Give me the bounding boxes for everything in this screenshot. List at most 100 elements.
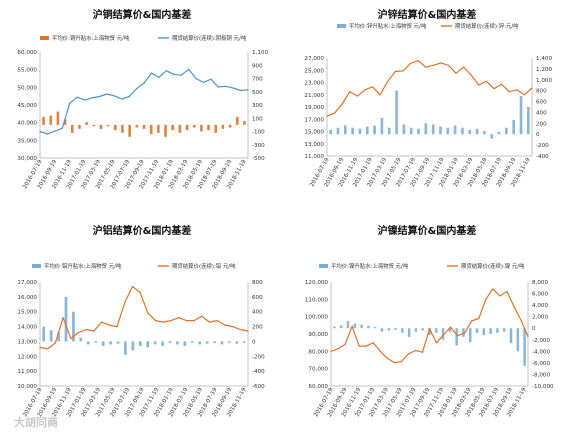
price-point <box>358 345 360 347</box>
price-point <box>162 321 164 323</box>
price-point <box>216 320 218 322</box>
y-right-tick-label: 8,000 <box>532 280 548 286</box>
basis-bar <box>79 337 83 342</box>
basis-bar <box>185 124 189 131</box>
price-point <box>516 89 518 91</box>
basis-bar <box>490 134 494 139</box>
y-right-tick-label: 200 <box>536 121 547 127</box>
basis-bar <box>453 125 457 135</box>
price-point <box>170 320 172 322</box>
price-point <box>365 345 367 347</box>
y-right-tick-label: 700 <box>252 77 263 83</box>
y-left-tick-label: 11,000 <box>304 154 324 160</box>
price-point <box>471 320 473 322</box>
y-left-tick-label: 60,000 <box>17 50 37 56</box>
basis-bar <box>49 330 53 342</box>
y-left-tick-label: 14,000 <box>17 325 37 331</box>
basis-bar <box>439 126 442 135</box>
price-point <box>531 87 533 89</box>
price-point <box>432 64 434 66</box>
price-point <box>70 337 72 340</box>
basis-bar <box>176 341 179 345</box>
basis-bar <box>497 132 501 135</box>
legend-label-price: 期货结算价(连续):阴极铜 元/吨 <box>172 34 247 42</box>
y-left-tick-label: 30,000 <box>17 156 37 162</box>
y-right-tick-label: 200 <box>252 325 263 331</box>
basis-bar <box>205 341 209 344</box>
y-left-tick-label: 110,000 <box>305 297 329 303</box>
price-point <box>76 96 78 98</box>
basis-bar <box>86 341 90 345</box>
basis-bar <box>213 341 216 343</box>
basis-bar <box>360 324 363 329</box>
y-right-tick-label: 4,000 <box>532 303 548 309</box>
basis-bar <box>78 124 81 129</box>
price-point <box>428 328 431 330</box>
chart-title: 沪铝结算价&国内基差 <box>93 224 192 237</box>
price-point <box>349 91 351 93</box>
basis-bar <box>395 90 398 135</box>
chart-panel-nickel: 沪镍结算价&国内基差 平均价:镍升贴水:上海物贸 元/吨 期货结算价(连续):镍 元… <box>285 216 569 432</box>
basis-bar <box>448 328 452 332</box>
price-point <box>101 321 103 323</box>
basis-bar <box>339 325 343 329</box>
legend-label-basis: 平均价:镍升贴水:上海物贸 元/吨 <box>331 262 409 270</box>
price-point <box>187 68 190 70</box>
basis-bar <box>482 328 486 336</box>
price-point <box>527 336 529 338</box>
basis-bar <box>121 124 124 133</box>
price-point <box>414 349 417 352</box>
price-point <box>116 325 118 328</box>
price-point <box>463 66 465 68</box>
basis-bar <box>475 328 479 333</box>
price-line <box>326 59 533 117</box>
price-point <box>46 133 49 135</box>
basis-bar <box>527 107 530 135</box>
price-point <box>520 319 522 321</box>
y-left-tick-label: 23,000 <box>304 81 324 87</box>
basis-bar <box>351 127 354 135</box>
price-point <box>62 317 64 319</box>
price-point <box>457 335 459 337</box>
basis-bar <box>421 328 424 331</box>
legend-swatch-basis <box>40 36 49 40</box>
legend-swatch-basis <box>319 264 328 268</box>
y-right-tick-label: 1,000 <box>536 78 552 84</box>
basis-bar <box>509 328 513 344</box>
price-point <box>124 302 126 304</box>
price-point <box>147 312 149 314</box>
basis-bar <box>523 328 526 366</box>
price-point <box>139 291 141 293</box>
y-left-tick-label: 13,000 <box>17 339 37 345</box>
price-point <box>447 64 450 66</box>
y-right-tick-label: 600 <box>252 295 263 301</box>
y-right-tick-label: -400 <box>536 154 549 160</box>
basis-bar <box>496 328 499 333</box>
basis-bar <box>171 124 174 131</box>
basis-bar <box>106 124 110 127</box>
price-point <box>143 82 145 84</box>
chart-title: 沪铜结算价&国内基差 <box>93 8 192 21</box>
price-point <box>492 288 494 290</box>
price-point <box>506 290 508 293</box>
chart-panel-zinc: 沪锌结算价&国内基差 平均价:锌升贴水:上海物贸 元/吨 期货结算价(连续):锌 元… <box>285 0 569 216</box>
price-point <box>54 342 57 344</box>
basis-bar <box>92 124 96 127</box>
legend-label-price: 期货结算价(连续):镍 元/吨 <box>461 262 525 270</box>
basis-bar <box>401 328 404 333</box>
y-left-tick-label: 70,000 <box>308 367 328 373</box>
basis-bar <box>469 328 472 343</box>
y-right-tick-label: 1,400 <box>536 56 552 62</box>
basis-bar <box>153 341 157 345</box>
price-point <box>61 127 63 129</box>
price-point <box>91 97 93 99</box>
basis-bar <box>124 341 127 355</box>
basis-bar <box>475 128 479 135</box>
chart-title: 沪锌结算价&国内基差 <box>378 8 477 21</box>
price-point <box>440 62 442 64</box>
y-left-tick-label: 12,000 <box>17 354 37 360</box>
y-right-tick-label: 800 <box>536 89 547 95</box>
basis-bar <box>512 120 516 135</box>
